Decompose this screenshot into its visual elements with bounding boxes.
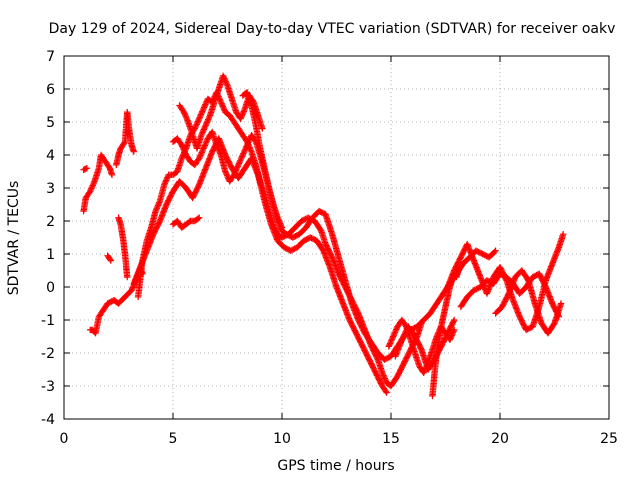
data-point	[179, 143, 186, 150]
data-point	[192, 122, 200, 129]
data-point	[274, 217, 281, 225]
data-point	[491, 248, 498, 255]
data-point	[200, 126, 207, 133]
y-tick-label: 2	[46, 214, 55, 230]
data-point	[546, 266, 554, 273]
data-point	[492, 247, 499, 254]
data-point	[89, 182, 96, 189]
data-point	[391, 329, 399, 336]
y-tick-label: 6	[46, 82, 55, 98]
data-point	[198, 132, 205, 139]
data-point	[214, 144, 221, 152]
x-tick-label: 25	[600, 431, 618, 447]
y-tick-label: 7	[46, 49, 55, 65]
x-axis-label: GPS time / hours	[277, 458, 394, 474]
data-points	[80, 72, 567, 400]
data-point	[239, 111, 246, 118]
data-point	[552, 251, 560, 258]
chart-title: Day 129 of 2024, Sidereal Day-to-day VTE…	[49, 21, 616, 37]
data-point	[83, 165, 91, 172]
data-point	[241, 147, 248, 154]
y-tick-label: -3	[41, 379, 55, 395]
data-point	[244, 140, 251, 147]
data-point	[451, 316, 458, 324]
data-point	[200, 104, 208, 111]
data-point	[233, 165, 240, 173]
data-point	[219, 72, 227, 79]
x-tick-label: 10	[273, 431, 291, 447]
data-point	[557, 300, 565, 307]
x-tick-label: 0	[60, 431, 69, 447]
y-tick-label: -4	[41, 412, 55, 428]
data-point	[108, 171, 116, 178]
data-point	[203, 119, 211, 126]
data-point	[195, 116, 202, 124]
data-point	[181, 149, 188, 156]
data-point	[181, 111, 189, 119]
data-point	[124, 273, 131, 281]
data-point	[196, 214, 203, 221]
data-point	[383, 389, 390, 396]
data-point	[451, 326, 458, 334]
data-point	[276, 223, 284, 230]
data-point	[388, 336, 396, 343]
axis-ticks: -4 -3 -2 -1 0 1 2 3 4 5 6 7 0 5 10 15 20 25	[41, 49, 618, 447]
data-point	[197, 111, 205, 118]
data-point	[87, 188, 94, 195]
data-point	[386, 341, 393, 349]
data-point	[513, 305, 520, 312]
data-point	[549, 260, 556, 268]
y-tick-label: 5	[46, 115, 55, 131]
data-point	[238, 153, 246, 160]
data-point	[121, 139, 128, 147]
data-point	[546, 294, 554, 302]
plot-frame	[63, 55, 610, 420]
data-point	[222, 78, 229, 85]
data-point	[217, 150, 224, 157]
y-tick-label: -1	[41, 313, 55, 329]
data-point	[382, 388, 389, 395]
data-point	[154, 203, 161, 211]
x-tick-label: 15	[382, 431, 400, 447]
data-point	[222, 169, 230, 177]
y-tick-label: 3	[46, 181, 55, 197]
y-axis-label: SDTVAR / TECUs	[6, 181, 22, 296]
data-point	[203, 138, 210, 145]
x-tick-label: 20	[491, 431, 509, 447]
y-tick-label: 0	[46, 280, 55, 296]
data-point	[88, 183, 96, 191]
data-point	[560, 231, 567, 238]
data-point	[107, 257, 115, 264]
data-point	[106, 256, 114, 263]
data-point	[194, 215, 202, 222]
data-point	[197, 150, 205, 158]
data-point	[162, 177, 170, 184]
data-point	[236, 158, 243, 166]
data-point	[217, 97, 224, 104]
data-point	[130, 148, 137, 155]
y-tick-label: -2	[41, 346, 55, 362]
y-tick-label: 4	[46, 148, 55, 164]
data-point	[230, 171, 238, 178]
data-point	[380, 373, 388, 381]
data-point	[184, 117, 191, 124]
data-point	[555, 245, 562, 252]
x-tick-label: 5	[169, 431, 178, 447]
data-point	[219, 103, 226, 110]
data-point	[200, 143, 208, 151]
y-tick-label: 1	[46, 247, 55, 263]
data-point	[206, 113, 213, 120]
data-point	[259, 125, 266, 132]
